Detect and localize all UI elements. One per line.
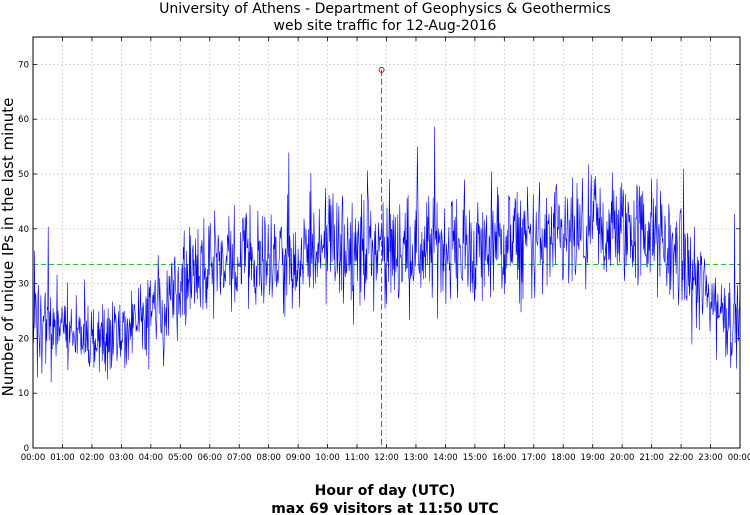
x-tick-label: 12:00 — [374, 453, 399, 463]
x-tick-label: 14:00 — [433, 453, 458, 463]
chart-subtitle: web site traffic for 12-Aug-2016 — [274, 18, 497, 34]
chart-title: University of Athens - Department of Geo… — [159, 1, 611, 17]
series-traffic — [32, 126, 741, 383]
x-tick-label: 07:00 — [227, 453, 252, 463]
y-tick-label: 40 — [18, 225, 29, 235]
x-tick-labels: 00:00 01:00 02:00 03:00 04:00 05:00 06:00 07:00… — [21, 453, 750, 463]
x-tick-label: 06:00 — [198, 453, 223, 463]
x-tick-label: 03:00 — [109, 453, 134, 463]
max-marker — [378, 66, 385, 448]
x-tick-label: 11:00 — [345, 453, 370, 463]
x-tick-label: 17:00 — [522, 453, 547, 463]
y-tick-label: 30 — [18, 280, 29, 290]
y-tick-label: 0 — [24, 444, 29, 454]
x-tick-label: 09:00 — [286, 453, 311, 463]
x-tick-label: 19:00 — [580, 453, 605, 463]
x-axis-label: Hour of day (UTC) — [315, 483, 456, 499]
y-tick-label: 70 — [18, 60, 29, 70]
x-tick-label: 01:00 — [50, 453, 75, 463]
x-tick-label: 16:00 — [492, 453, 517, 463]
x-tick-label: 18:00 — [551, 453, 576, 463]
x-tick-label: 13:00 — [404, 453, 429, 463]
series-line — [32, 126, 741, 383]
x-tick-label: 23:00 — [698, 453, 723, 463]
grid — [32, 37, 741, 449]
x-tick-label: 15:00 — [463, 453, 488, 463]
max-marker-point — [378, 66, 385, 73]
y-tick-labels: 0 10 20 30 40 50 60 70 — [18, 60, 29, 454]
plot-border — [32, 36, 741, 449]
y-tick-label: 50 — [18, 170, 29, 180]
x-tick-label: 20:00 — [610, 453, 635, 463]
x-tick-label: 22:00 — [669, 453, 694, 463]
x-tick-label: 08:00 — [256, 453, 281, 463]
plot-frame — [32, 36, 741, 449]
y-tick-label: 10 — [18, 389, 29, 399]
x-tick-label: 05:00 — [168, 453, 193, 463]
x-tick-label: 10:00 — [315, 453, 340, 463]
x-tick-label: 04:00 — [139, 453, 164, 463]
y-tick-label: 20 — [18, 334, 29, 344]
x-tick-label: 00:00 — [21, 453, 46, 463]
max-caption: max 69 visitors at 11:50 UTC — [271, 501, 498, 515]
y-axis-label: Number of unique IPs in the last minute — [0, 98, 17, 397]
y-tick-label: 60 — [18, 115, 29, 125]
x-tick-label: 00:00 — [728, 453, 750, 463]
x-tick-label: 21:00 — [639, 453, 664, 463]
x-tick-label: 02:00 — [80, 453, 105, 463]
